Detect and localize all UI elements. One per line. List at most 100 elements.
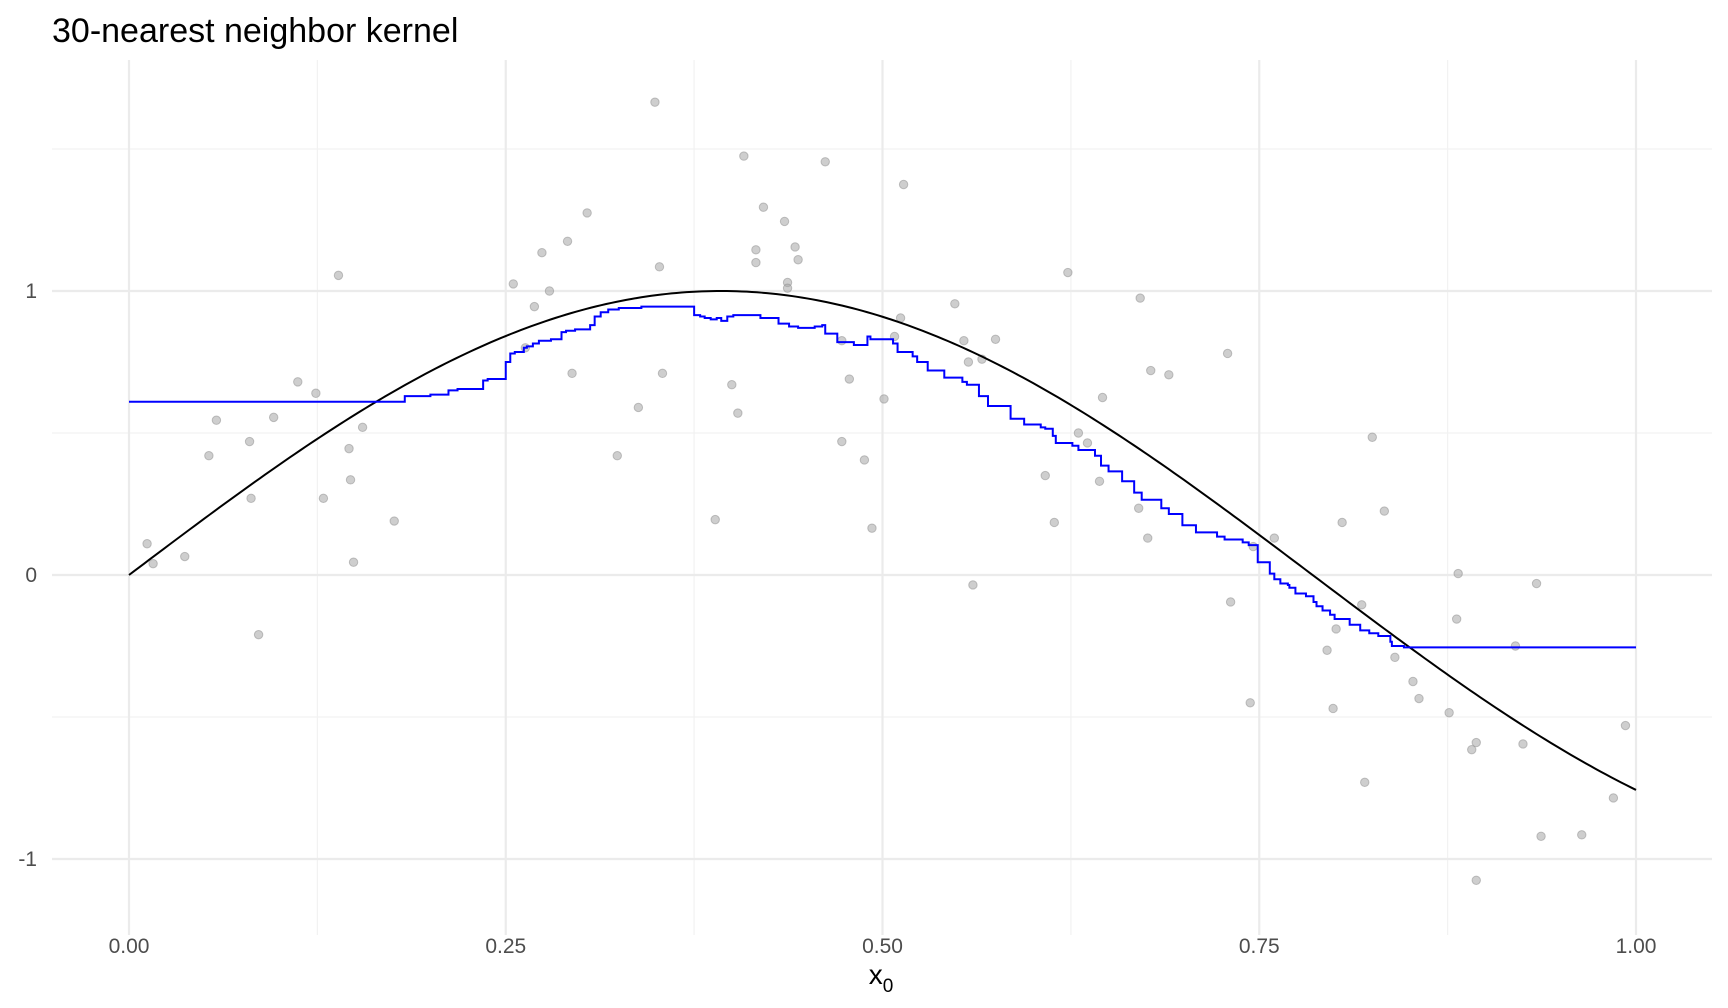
data-point (1536, 831, 1546, 841)
data-point (1467, 744, 1477, 755)
data-point (544, 286, 555, 296)
data-point (1063, 267, 1073, 278)
y-tick-label: -1 (18, 848, 37, 871)
data-point (180, 551, 190, 562)
data-point (963, 357, 974, 367)
data-point (1379, 506, 1390, 516)
data-point (727, 380, 737, 390)
data-point (1414, 693, 1424, 704)
data-point (211, 415, 222, 425)
data-point (1331, 624, 1341, 634)
data-point (246, 493, 256, 504)
data-point (790, 242, 800, 252)
y-tick-label: 0 (25, 564, 37, 587)
x-tick-label: 0.25 (485, 935, 526, 958)
data-point (1518, 739, 1528, 749)
x-axis-label-subscript: 0 (883, 976, 894, 997)
data-point (898, 179, 909, 190)
data-point (782, 283, 793, 293)
data-point (1164, 370, 1174, 380)
data-point (1328, 703, 1338, 714)
data-point (345, 475, 356, 485)
data-point (751, 257, 761, 268)
x-tick-label: 0.50 (862, 935, 903, 958)
data-point (1245, 698, 1255, 708)
data-point (1577, 830, 1587, 840)
data-point (1471, 875, 1481, 885)
data-point (859, 455, 870, 465)
data-point (1073, 428, 1084, 438)
data-point (357, 422, 368, 433)
data-point (311, 388, 321, 398)
data-point (844, 374, 855, 384)
data-point (537, 247, 547, 258)
chart-title: 30-nearest neighbor kernel (52, 12, 458, 50)
data-point (1082, 438, 1093, 448)
data-point (959, 336, 969, 346)
data-point (612, 451, 622, 461)
data-point (529, 301, 540, 312)
data-point (1360, 777, 1370, 788)
data-point (148, 558, 158, 569)
data-point (779, 216, 790, 227)
data-point (389, 516, 399, 526)
data-point (1471, 737, 1481, 748)
data-point (508, 279, 518, 289)
data-point (950, 299, 960, 309)
data-point (1146, 365, 1156, 376)
data-point (333, 270, 344, 281)
data-point (1097, 392, 1108, 403)
data-point (739, 151, 749, 161)
data-point (253, 629, 264, 640)
x-tick-label: 0.75 (1239, 935, 1280, 958)
x-tick-label: 0.00 (109, 935, 150, 958)
data-point (1510, 641, 1521, 651)
data-point (1357, 600, 1367, 610)
data-point (562, 236, 573, 247)
data-point (820, 157, 830, 167)
data-point (1222, 348, 1233, 359)
grid-major-lines (52, 60, 1712, 935)
data-point (1408, 676, 1418, 687)
data-point (293, 377, 303, 387)
data-point (650, 97, 660, 107)
data-point (1225, 597, 1236, 607)
data-point (567, 368, 577, 379)
data-point (837, 436, 847, 447)
data-point (837, 336, 847, 346)
data-point (1444, 708, 1454, 718)
data-point (1337, 517, 1347, 528)
data-point (1322, 645, 1332, 655)
y-tick-label: 1 (25, 280, 37, 303)
data-point (142, 539, 152, 549)
data-point (268, 412, 279, 423)
data-point (1040, 470, 1050, 481)
scatter-points (142, 97, 1631, 885)
data-point (1248, 541, 1258, 552)
data-point (1608, 793, 1619, 803)
data-point (348, 557, 359, 567)
data-point (1094, 476, 1105, 486)
x-axis-label-main: x (869, 959, 883, 990)
data-point (1531, 578, 1542, 589)
data-point (204, 451, 214, 461)
knn-fit-step-line (129, 305, 1636, 649)
data-point (1143, 533, 1153, 543)
data-point (1133, 503, 1144, 513)
data-point (867, 523, 877, 533)
data-point (793, 255, 803, 265)
data-point (1390, 652, 1400, 663)
data-point (733, 408, 743, 418)
y-tick-labels: -1 0 1 (18, 280, 37, 871)
data-point (318, 493, 329, 504)
data-point (654, 262, 665, 272)
data-point (710, 514, 720, 525)
data-point (879, 394, 889, 404)
data-point (1135, 293, 1145, 303)
data-point (1451, 614, 1462, 624)
data-point (1620, 720, 1631, 731)
data-point (1367, 432, 1377, 442)
data-point (344, 443, 354, 454)
data-point (244, 436, 255, 447)
